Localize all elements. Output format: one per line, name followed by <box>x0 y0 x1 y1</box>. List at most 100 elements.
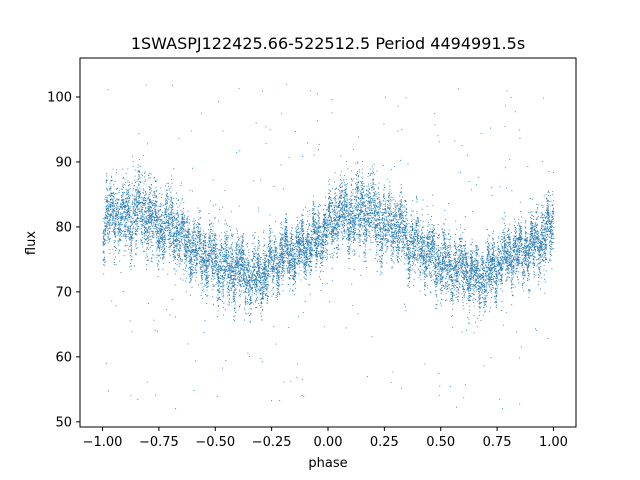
data-point <box>171 236 173 237</box>
data-point <box>277 277 279 279</box>
data-point <box>287 249 289 251</box>
data-point <box>208 255 210 257</box>
data-point <box>525 260 527 262</box>
data-point <box>202 265 204 267</box>
data-point <box>158 237 160 239</box>
data-point <box>230 246 232 248</box>
data-point <box>110 192 112 194</box>
data-point <box>268 267 270 269</box>
data-point <box>343 227 345 229</box>
data-point <box>421 235 423 237</box>
data-point <box>184 239 186 241</box>
data-point <box>378 223 380 225</box>
data-point <box>370 168 372 170</box>
data-point <box>453 257 455 259</box>
data-point <box>231 252 233 254</box>
data-point <box>214 260 216 262</box>
data-point <box>355 205 357 207</box>
data-point <box>415 229 417 231</box>
data-point <box>381 266 383 268</box>
data-point <box>390 205 392 207</box>
data-point <box>468 298 470 300</box>
data-point <box>326 258 328 260</box>
data-point <box>437 262 439 263</box>
data-point <box>513 249 515 251</box>
data-point <box>218 297 220 299</box>
data-point <box>264 263 266 265</box>
data-point <box>116 248 117 250</box>
data-point <box>397 245 399 247</box>
data-point <box>137 221 138 223</box>
data-point <box>212 272 214 274</box>
data-point <box>381 238 382 240</box>
data-point <box>492 256 494 258</box>
data-point <box>324 256 326 258</box>
data-point <box>167 215 169 217</box>
data-point <box>165 209 167 211</box>
data-point <box>476 290 477 292</box>
data-point <box>163 236 164 238</box>
data-point <box>155 231 157 232</box>
data-point <box>462 284 464 286</box>
data-point <box>264 279 266 281</box>
data-point <box>298 243 300 245</box>
data-point <box>170 243 171 245</box>
data-point <box>539 256 541 258</box>
data-point <box>381 243 383 244</box>
data-point <box>158 227 160 229</box>
data-point <box>280 233 281 235</box>
data-point <box>175 245 177 246</box>
data-point <box>129 187 131 189</box>
data-point <box>113 220 115 222</box>
data-point <box>191 268 193 270</box>
data-point <box>251 276 253 278</box>
data-point <box>293 283 295 285</box>
data-point <box>147 259 149 261</box>
data-point <box>469 276 471 278</box>
data-point <box>108 206 110 208</box>
data-point <box>317 234 319 236</box>
data-point <box>368 185 370 187</box>
data-point <box>312 226 314 228</box>
data-point <box>429 260 431 262</box>
data-point <box>391 231 393 233</box>
data-point <box>186 222 188 224</box>
data-point <box>518 254 520 256</box>
data-point <box>463 288 465 290</box>
data-point <box>483 266 484 268</box>
data-point <box>483 267 485 269</box>
data-point <box>327 226 329 228</box>
data-point <box>323 230 325 232</box>
data-point <box>136 205 138 207</box>
data-point <box>347 212 349 214</box>
data-point <box>193 255 195 257</box>
data-point <box>440 281 442 282</box>
data-point <box>322 258 324 260</box>
data-point <box>445 283 447 285</box>
data-point <box>499 240 501 242</box>
data-point <box>522 247 524 248</box>
data-point <box>296 249 298 250</box>
data-point <box>225 239 227 241</box>
data-point <box>549 240 551 242</box>
data-point <box>449 238 451 240</box>
data-point <box>194 244 196 246</box>
data-point <box>380 218 382 220</box>
data-point <box>245 297 247 299</box>
data-point <box>506 250 508 252</box>
data-point <box>334 228 336 230</box>
data-point <box>419 224 421 226</box>
data-point <box>321 242 323 244</box>
data-point <box>163 240 165 242</box>
data-point <box>509 237 510 239</box>
data-point <box>424 286 426 288</box>
data-point <box>301 249 303 251</box>
data-point <box>326 230 327 231</box>
data-point <box>390 255 392 257</box>
data-point <box>261 284 263 286</box>
data-point <box>497 270 499 272</box>
data-point <box>549 248 551 249</box>
data-point <box>394 215 396 217</box>
data-point <box>509 238 511 240</box>
data-point <box>433 251 435 253</box>
